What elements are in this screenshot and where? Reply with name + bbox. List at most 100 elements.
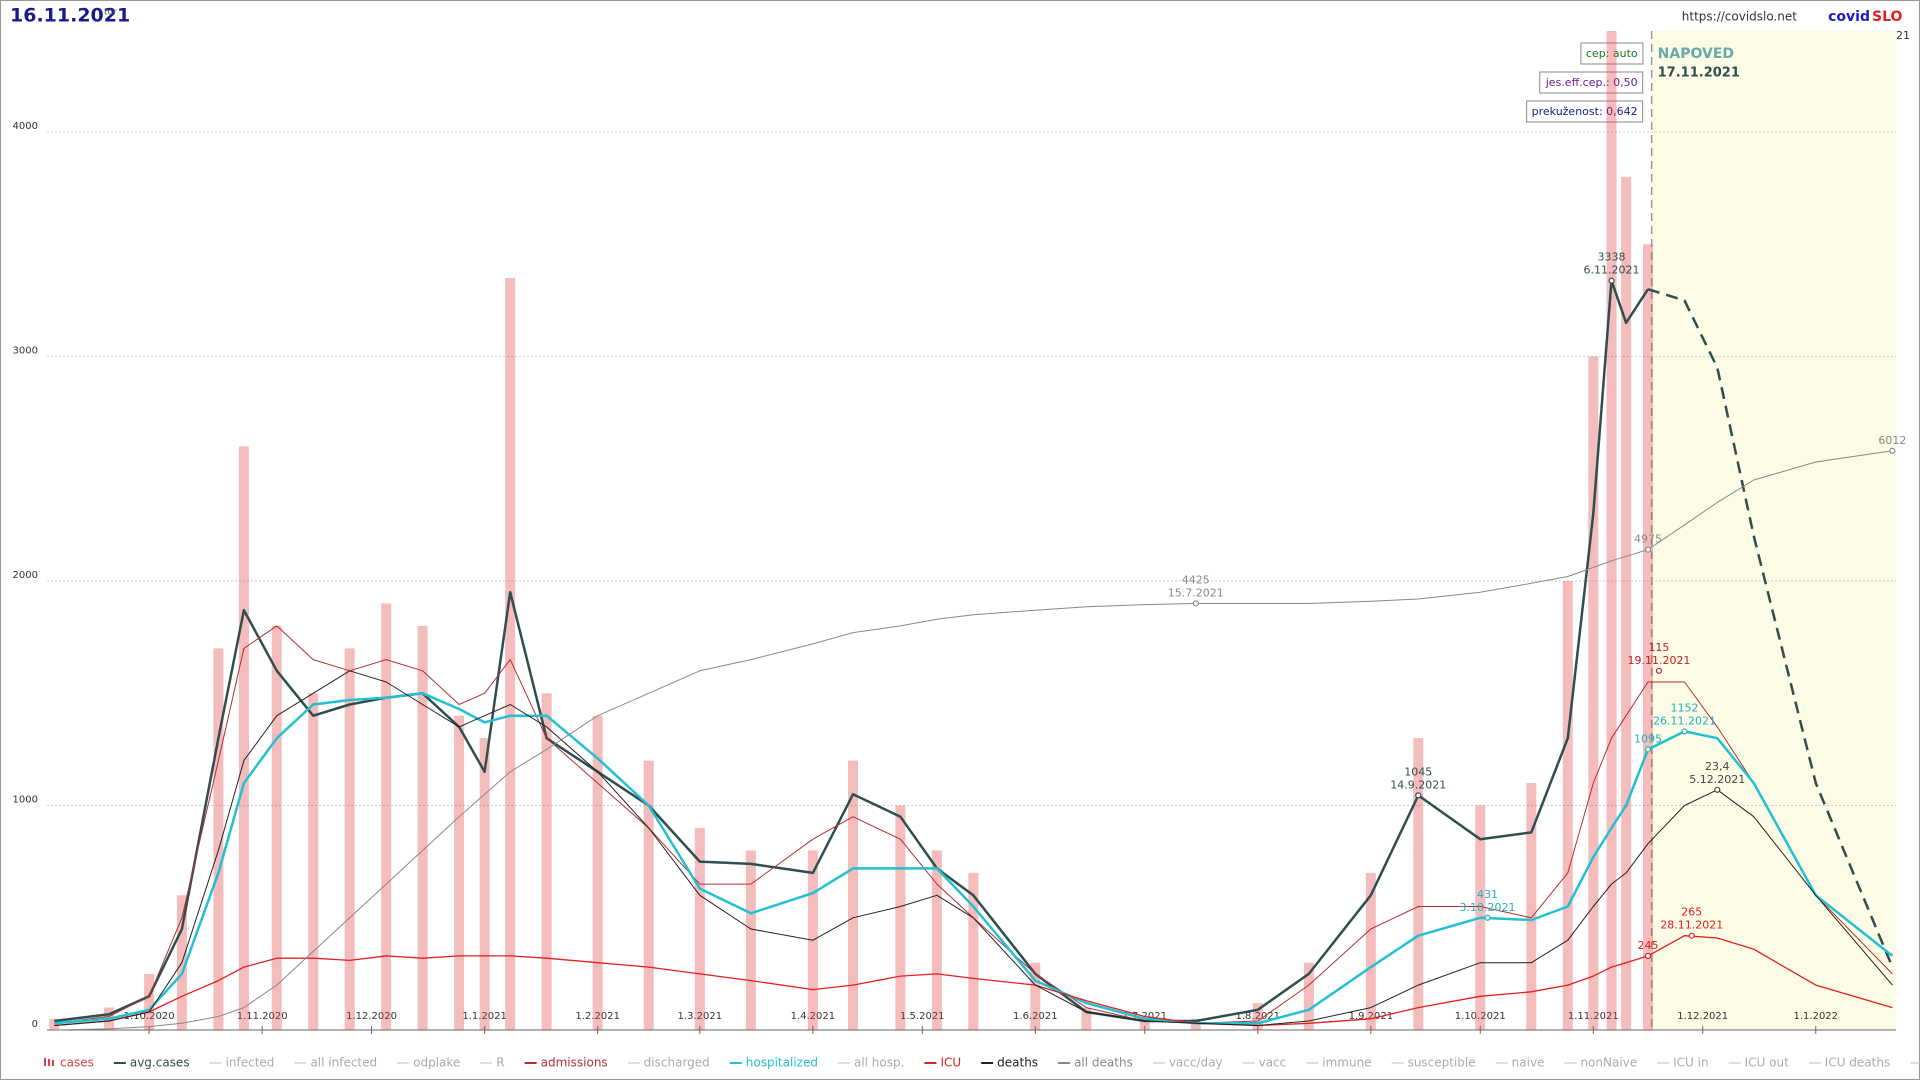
series-line (54, 670, 1893, 1026)
case-bar (847, 760, 858, 1030)
case-bar (643, 760, 654, 1030)
settings-box-text: jes.eff.cep.: 0,50 (1545, 76, 1638, 89)
case-bar (592, 715, 603, 1030)
annotation-text: 28.11.2021 (1660, 919, 1723, 932)
case-bar (1562, 581, 1573, 1030)
case-bar (344, 648, 355, 1030)
y-tick-label: 4000 (13, 121, 38, 132)
annotation-text: 5.12.2021 (1689, 773, 1745, 786)
annotation-text: 1045 (1404, 765, 1432, 778)
legend-label[interactable]: R (496, 1056, 504, 1070)
legend-label[interactable]: ICU out (1745, 1056, 1789, 1070)
x-tick-label: 1.12.2020 (346, 1011, 397, 1022)
x-tick-label: 1.10.2021 (1455, 1011, 1506, 1022)
x-tick-label: 1.11.2020 (237, 1011, 288, 1022)
legend-label[interactable]: vacc/day (1169, 1056, 1223, 1070)
legend-label[interactable]: deaths (997, 1056, 1038, 1070)
case-bar (1303, 962, 1314, 1030)
annotation-text: 26.11.2021 (1653, 714, 1716, 727)
case-bar (694, 827, 705, 1030)
case-bar (1139, 1018, 1150, 1030)
settings-box-text: prekuženost: 0,642 (1532, 105, 1638, 118)
legend-label[interactable]: all infected (310, 1056, 377, 1070)
case-bar (308, 693, 319, 1030)
case-bar (1030, 962, 1041, 1030)
legend-label[interactable]: naive (1512, 1056, 1545, 1070)
legend-label[interactable]: nonNaive (1580, 1056, 1637, 1070)
annotation-text: 431 (1477, 888, 1498, 901)
brand-covid: covid (1828, 9, 1870, 25)
annotation-point (1889, 447, 1896, 454)
legend-label[interactable]: hospitalized (746, 1056, 818, 1070)
legend-label[interactable]: immune (1322, 1056, 1371, 1070)
legend-label[interactable]: odplake (413, 1056, 460, 1070)
series-line (54, 450, 1893, 1031)
x-tick-label: 1.1.2022 (1794, 1011, 1839, 1022)
annotation-text: 23,4 (1705, 760, 1730, 773)
annotation-text: 15.7.2021 (1168, 586, 1224, 599)
case-bar (1413, 738, 1424, 1030)
legend-label[interactable]: cases (60, 1056, 94, 1070)
annotation-point (1484, 914, 1491, 921)
annotation-text: 19.11.2021 (1627, 654, 1690, 667)
settings-box (1539, 71, 1644, 94)
series-line (54, 692, 1894, 1025)
forecast-label: NAPOVED (1658, 46, 1734, 62)
case-bar (931, 850, 942, 1030)
case-bar (1526, 783, 1537, 1030)
annotation-point (1714, 786, 1721, 793)
case-bar (1252, 1003, 1263, 1030)
annotation-point (1655, 667, 1663, 674)
annotation-text: 245 (1638, 939, 1659, 952)
legend-label[interactable]: admissions (541, 1056, 608, 1070)
case-bar (968, 872, 979, 1030)
annotation-text: 4425 (1182, 573, 1210, 586)
case-bar (1365, 872, 1376, 1030)
legend-label[interactable]: discharged (644, 1056, 710, 1070)
annotation-text: 14.9.2021 (1390, 778, 1446, 791)
case-bar (144, 973, 155, 1030)
legend-label[interactable]: susceptible (1408, 1056, 1476, 1070)
case-bar (49, 1018, 60, 1030)
case-bar (1081, 1007, 1092, 1030)
x-tick-label: 1.10.2020 (124, 1011, 175, 1022)
legend-label[interactable]: ICU (940, 1056, 961, 1070)
series-line (54, 935, 1893, 1027)
legend-label[interactable]: avg.cases (130, 1056, 190, 1070)
legend-label[interactable]: infected (226, 1056, 275, 1070)
x-tick-label: 1.12.2021 (1677, 1011, 1728, 1022)
annotation-point (1415, 792, 1422, 799)
annotation-text: 115 (1648, 641, 1669, 654)
annotation-point (1644, 546, 1652, 553)
forecast-date: 17.11.2021 (1658, 66, 1740, 81)
annotation-text: 1095 (1634, 732, 1662, 745)
annotation-point (1644, 952, 1652, 960)
legend-swatch (52, 1060, 54, 1066)
legend-label[interactable]: ICU deaths (1825, 1056, 1890, 1070)
x-tick-label: 1.6.2021 (1013, 1011, 1058, 1022)
forecast-zone (1651, 31, 1896, 1030)
case-bar (1643, 244, 1654, 1031)
annotation-text: 3.10.2021 (1460, 901, 1516, 914)
legend-label[interactable]: all deaths (1074, 1056, 1133, 1070)
annotation-text: 6.11.2021 (1584, 264, 1640, 277)
legend-label[interactable]: all hosp. (854, 1056, 904, 1070)
series-line (54, 625, 1893, 1024)
series-line (54, 279, 1650, 1023)
legend-label[interactable]: vacc (1259, 1056, 1287, 1070)
legend-label[interactable]: ICU in (1673, 1056, 1708, 1070)
y-tick-label: 1000 (13, 795, 38, 806)
x-tick-label: 1.9.2021 (1349, 1011, 1394, 1022)
annotation-point (1644, 746, 1652, 753)
case-bar (1588, 356, 1599, 1030)
annotation-point (1688, 932, 1695, 939)
case-bar (381, 603, 392, 1030)
source-url[interactable]: https://covidslo.net (1682, 10, 1798, 24)
case-bar (479, 738, 490, 1030)
x-tick-label: 1.2.2021 (575, 1011, 620, 1022)
x-tick-label: 1.5.2021 (900, 1011, 945, 1022)
annotation-text: 265 (1681, 906, 1702, 919)
case-bar (417, 625, 428, 1030)
x-tick-label: 1.8.2021 (1236, 1011, 1281, 1022)
annotation-text: 4975 (1634, 533, 1662, 546)
